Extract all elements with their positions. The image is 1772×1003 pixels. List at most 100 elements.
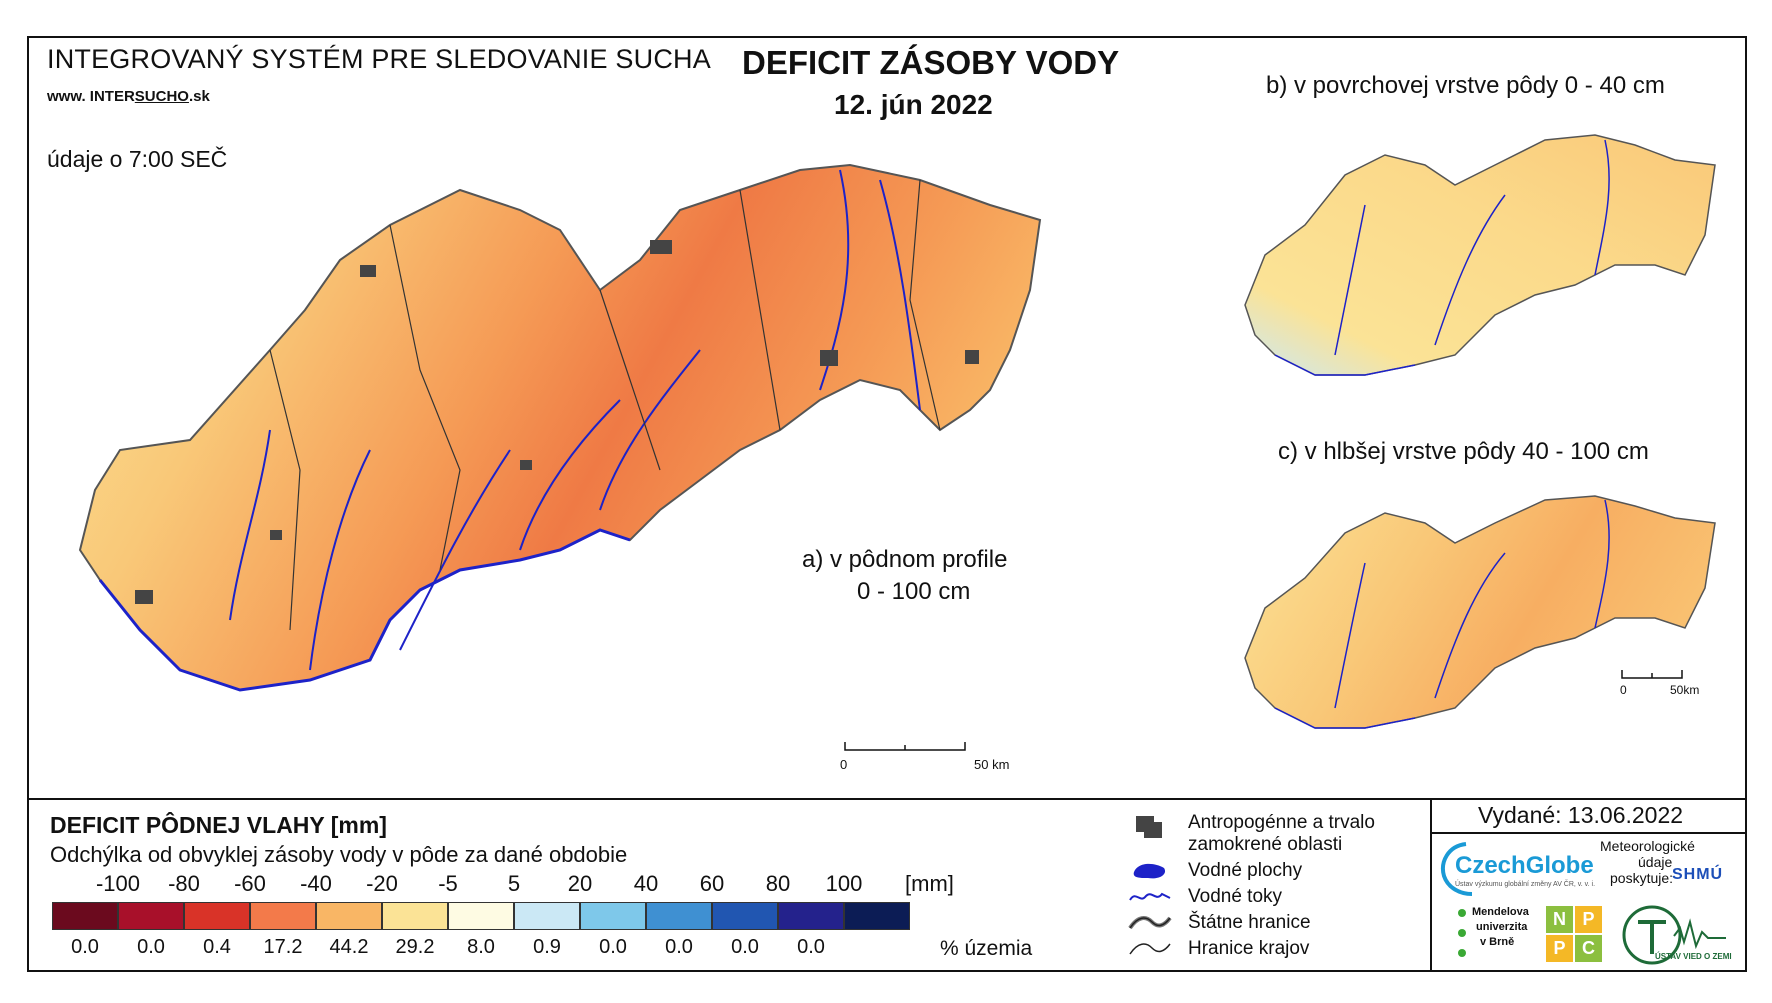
scale-cell: [448, 902, 514, 930]
mendel-line3: v Brně: [1480, 936, 1515, 948]
map-b-label: b) v povrchovej vrstve pôdy 0 - 40 cm: [1266, 72, 1665, 99]
scale-tick-label: 5: [507, 871, 521, 896]
scale-percentage: 17.2: [263, 936, 303, 958]
map-frame: [27, 36, 1747, 972]
website-link[interactable]: www. INTERSUCHO.sk: [47, 88, 210, 105]
scale-cell: [316, 902, 382, 930]
map-c-label: c) v hlbšej vrstve pôdy 40 - 100 cm: [1278, 438, 1649, 465]
scale-tick-label: -60: [234, 871, 266, 896]
scale-tick-label: -40: [300, 871, 332, 896]
scale-percentage: 0.0: [797, 936, 825, 958]
legend-water-bodies: Vodné plochy: [1188, 860, 1303, 881]
slovakia-outline-c: [1244, 495, 1716, 729]
legend-anthropogenic-line1: Antropogénne a trvalo: [1188, 812, 1375, 833]
scale-cell: [778, 902, 844, 930]
scale-cell: [184, 902, 250, 930]
scale-tick-label: 100: [825, 871, 863, 896]
scale-a-zero: 0: [840, 757, 848, 772]
scale-cell: [382, 902, 448, 930]
scale-tick-label: 40: [633, 871, 659, 896]
scale-percentage: 0.9: [533, 936, 561, 958]
scale-bar-a: [844, 742, 966, 751]
website-suffix: .sk: [188, 88, 210, 105]
slovakia-outline-b: [1244, 134, 1716, 376]
scale-tick-label: -5: [438, 871, 458, 896]
meteo-line1: Meteorologické: [1600, 838, 1695, 854]
scale-tick-label: -20: [366, 871, 398, 896]
scale-percentage: 0.0: [599, 936, 627, 958]
scale-c-zero: 0: [1620, 683, 1627, 697]
uvz-name: ÚSTAV VIED O ZEMI: [1655, 952, 1732, 961]
mendel-line1: Mendelova: [1472, 906, 1529, 918]
legend-water-streams: Vodné toky: [1188, 886, 1283, 907]
rivers-c: [1274, 499, 1610, 729]
legend-state-borders: Štátne hranice: [1188, 912, 1311, 933]
map-a-label-line2: 0 - 100 cm: [857, 578, 971, 605]
scale-percentage: 0.0: [665, 936, 693, 958]
anthropogenic-areas-a: [135, 240, 979, 604]
scale-cell: [118, 902, 184, 930]
scale-cell: [250, 902, 316, 930]
legend-pct-label: % územia: [940, 937, 1033, 960]
legend-anthropogenic-line2: zamokrené oblasti: [1188, 834, 1343, 855]
nppc-p1: P: [1575, 906, 1602, 933]
region-border-icon: [1129, 943, 1171, 955]
region-borders-a: [269, 179, 941, 631]
meteo-line3: poskytuje:: [1610, 870, 1674, 886]
website-mid: SUCHO: [134, 88, 189, 105]
map-a-label-line1: a) v pôdnom profile: [802, 546, 1008, 573]
uvz-logo: [1622, 905, 1726, 965]
scale-percentage: 29.2: [395, 936, 435, 958]
issued-underline: [1430, 832, 1747, 834]
scale-tick-label: -80: [168, 871, 200, 896]
scale-c-fifty: 50km: [1670, 683, 1700, 697]
system-name: INTEGROVANÝ SYSTÉM PRE SLEDOVANIE SUCHA: [47, 44, 711, 74]
map-b: [1244, 134, 1716, 376]
czechglobe-logo: [1441, 842, 1473, 896]
anthropogenic-icon: [1136, 816, 1162, 838]
scale-tick-label: 20: [567, 871, 593, 896]
shmu-logo: SHMÚ: [1672, 866, 1724, 883]
nppc-c: C: [1575, 935, 1602, 962]
scale-percentage: 8.0: [467, 936, 495, 958]
legend-region-borders: Hranice krajov: [1188, 938, 1310, 959]
scale-a-fifty: 50 km: [974, 757, 1010, 772]
scale-cell: [580, 902, 646, 930]
scale-cell: [844, 902, 910, 930]
scale-percentage: 0.4: [203, 936, 231, 958]
rivers-b: [1274, 139, 1610, 376]
legend-title: DEFICIT PÔDNEJ VLAHY [mm]: [50, 812, 387, 838]
scale-cell: [514, 902, 580, 930]
nppc-logo: N P P C: [1546, 906, 1602, 962]
mendel-line2: univerzita: [1476, 921, 1528, 933]
scale-tick-label: -100: [95, 871, 141, 896]
state-border-south-a: [98, 528, 631, 692]
state-border-icon: [1128, 916, 1172, 930]
scale-percentage: 44.2: [329, 936, 369, 958]
time-note: údaje o 7:00 SEČ: [47, 146, 228, 172]
czechglobe-name: CzechGlobe: [1455, 852, 1594, 879]
page-title: DEFICIT ZÁSOBY VODY: [742, 44, 1120, 81]
scale-bar-c: [1621, 670, 1683, 679]
rivers-a: [229, 169, 921, 671]
czechglobe-sub: Ústav výzkumu globální změny AV ČR, v. v…: [1455, 881, 1596, 888]
scale-cell: [712, 902, 778, 930]
scale-percentage: 0.0: [731, 936, 759, 958]
legend-divider: [27, 798, 1747, 800]
map-a: [78, 163, 1042, 692]
website-prefix: www. INTER: [47, 88, 135, 105]
meteo-line2: údaje: [1638, 854, 1673, 870]
scale-percentage: 0.0: [137, 936, 165, 958]
legend-subtitle: Odchýlka od obvyklej zásoby vody v pôde …: [50, 842, 628, 867]
scale-tick-label: 60: [699, 871, 725, 896]
scale-cell: [646, 902, 712, 930]
legend-unit: [mm]: [905, 871, 954, 896]
nppc-p2: P: [1546, 935, 1573, 962]
scale-cell: [52, 902, 118, 930]
scale-percentage: 0.0: [71, 936, 99, 958]
mendel-logo-dots: [1458, 909, 1466, 957]
nppc-n: N: [1546, 906, 1573, 933]
map-c: [1244, 495, 1716, 729]
page-date: 12. jún 2022: [834, 89, 993, 120]
water-stream-icon: [1129, 892, 1171, 901]
